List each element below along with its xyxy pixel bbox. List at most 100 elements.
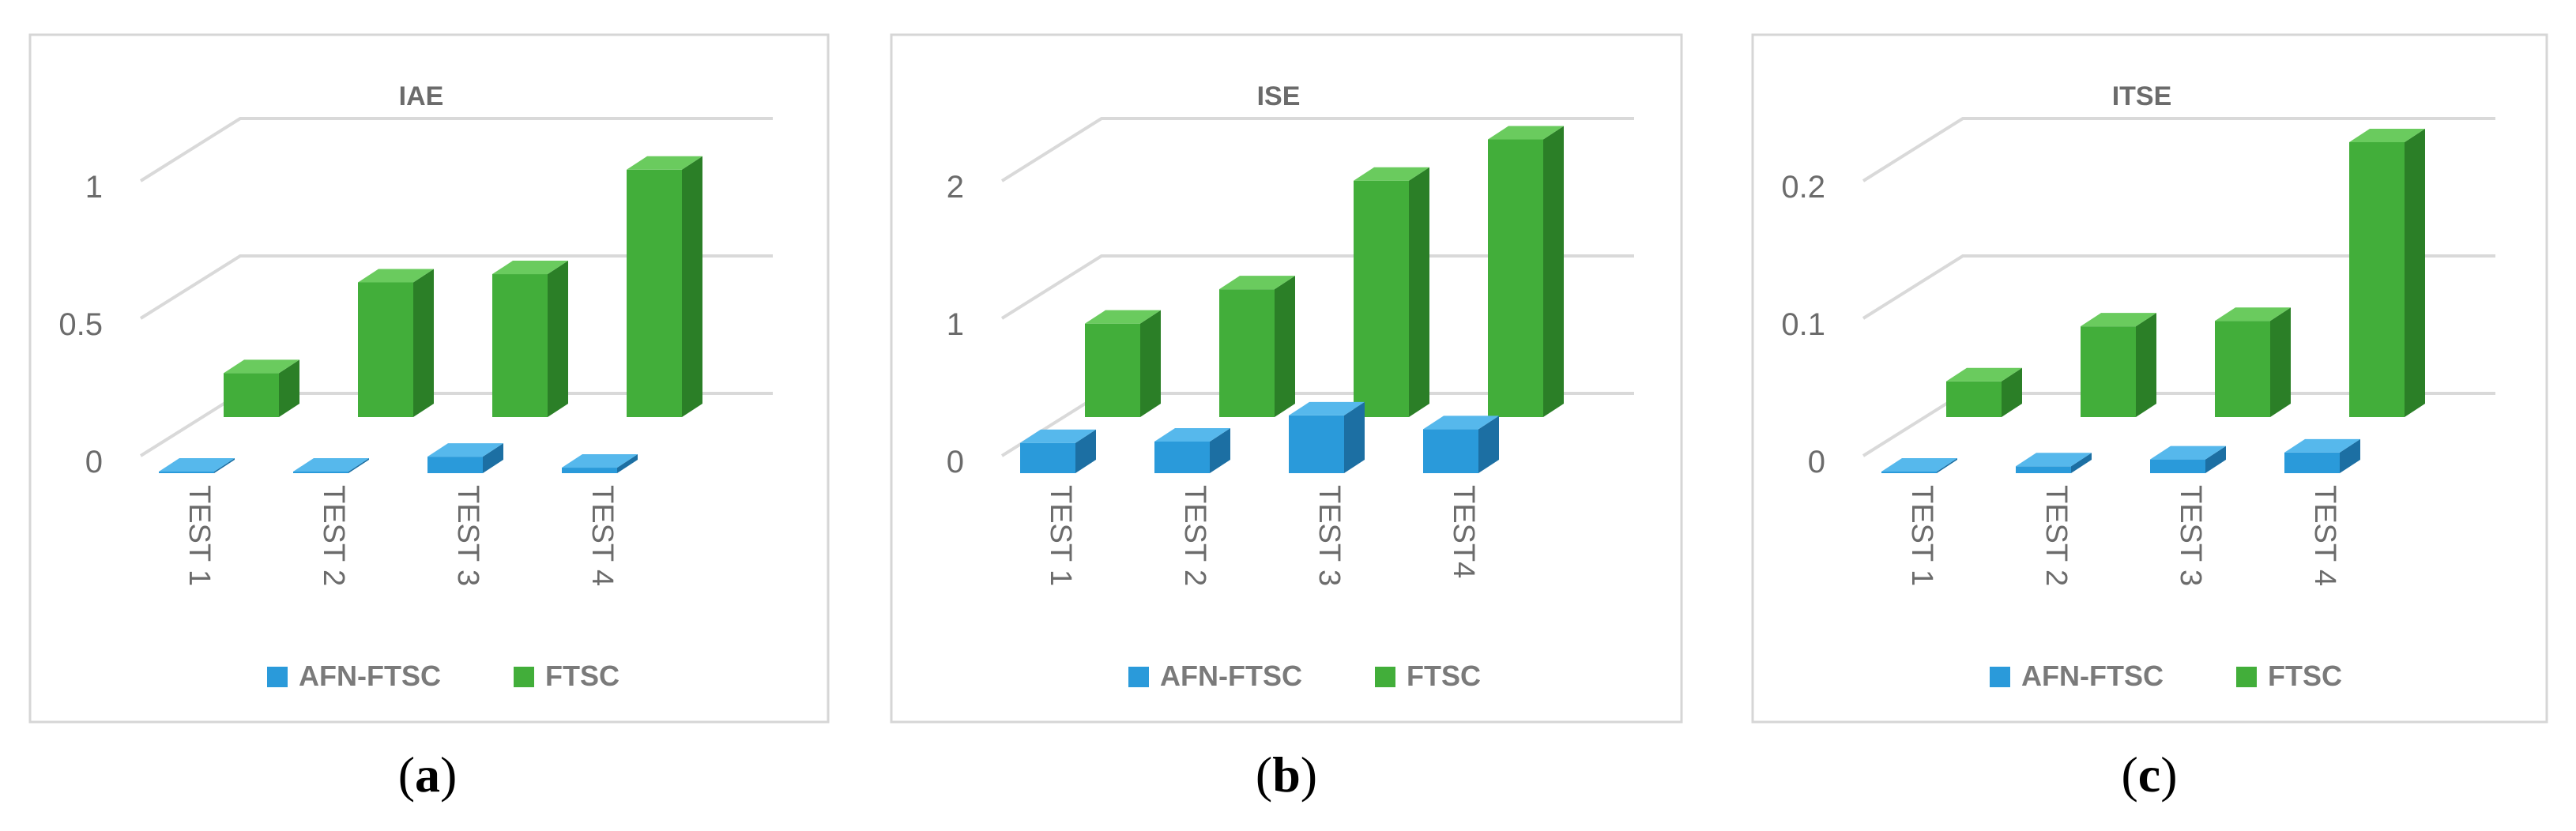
bar-afn-3-top — [2150, 446, 2226, 460]
bar-ftsc-1-top — [1946, 367, 2022, 382]
bar-ftsc-3-front — [2215, 321, 2270, 417]
bar-ftsc-3-side — [548, 261, 568, 417]
bar-afn-4-top — [1423, 416, 1499, 430]
y-tick-label: 0.5 — [58, 307, 103, 342]
bar-ftsc-4-side — [682, 156, 702, 418]
bar-afn-2-side — [348, 458, 369, 473]
bar-afn-3-top — [427, 443, 503, 457]
bar-ftsc-1-front — [1085, 323, 1140, 417]
chart-panel-c: ITSE 0 0.1 0.2 TEST 1 TEST 2 TEST 3 TEST 4 AFN-F… — [1751, 33, 2548, 724]
bar-afn-1-top — [1881, 458, 1957, 472]
bar-ftsc-1-front — [224, 373, 279, 417]
bar-ftsc-4-front — [627, 169, 682, 418]
y-tick-label: 0.2 — [1781, 170, 1825, 205]
y-tick-label: 0.1 — [1781, 307, 1825, 342]
legend-label: AFN-FTSC — [2021, 660, 2164, 692]
bar-afn-1-top — [1020, 429, 1096, 443]
bar-ftsc-2-side — [413, 269, 434, 417]
bar-afn-2-front — [293, 472, 348, 473]
chart-title: ISE — [1257, 81, 1301, 111]
legend-label: FTSC — [1407, 660, 1481, 692]
x-category-label: TEST 2 — [2039, 485, 2073, 586]
gridline — [1000, 117, 1634, 182]
bar-afn-3-front — [427, 457, 483, 473]
bar-afn-3-side — [2205, 446, 2226, 473]
panel-caption: (b) — [1256, 746, 1317, 803]
x-category-label: TEST 1 — [1044, 485, 1077, 586]
bar-afn-3-front — [2150, 459, 2205, 473]
bar-ftsc-3-side — [2270, 307, 2291, 417]
bar-ftsc-1-side — [279, 359, 299, 417]
chart-panel-b: ISE 0 1 2 TEST 1 TEST 2 TEST 3 TEST4 AFN-FTSC FTS… — [890, 33, 1683, 724]
bar-ftsc-2-top — [1219, 276, 1295, 290]
bar-ftsc-2-front — [358, 282, 413, 417]
bar-ftsc-2-side — [2136, 313, 2156, 417]
bar-ftsc-3-top — [1354, 167, 1429, 181]
bar-ftsc-4-top — [2349, 129, 2425, 142]
bar-ftsc-1-top — [1085, 310, 1161, 324]
bar-afn-1-front — [1020, 442, 1075, 473]
x-category-label: TEST 3 — [1312, 485, 1346, 586]
bar-ftsc-4-front — [1488, 139, 1543, 417]
chart-panel-a: IAE 0 0.5 1 TEST 1 TEST 2 TEST 3 TEST 4 AFN-FTSC… — [28, 33, 830, 724]
bar-afn-4-front — [1423, 429, 1478, 473]
bar-afn-4-top — [562, 454, 638, 468]
bar-afn-4-front — [562, 468, 617, 473]
bar-afn-1-side — [1937, 458, 1957, 473]
x-category-label: TEST 4 — [586, 485, 619, 586]
bar-ftsc-1-side — [2002, 367, 2022, 417]
bar-afn-2-side — [2071, 453, 2092, 473]
legend-swatch-2 — [2236, 667, 2257, 687]
legend-label: AFN-FTSC — [1160, 660, 1302, 692]
gridline — [139, 254, 773, 320]
bar-ftsc-2-top — [358, 269, 434, 283]
y-tick-label: 1 — [947, 307, 964, 342]
bar-ftsc-4-side — [2405, 129, 2425, 417]
bar-afn-3-side — [483, 443, 503, 473]
bar-afn-4-side — [1478, 416, 1499, 473]
bar-ftsc-4-top — [1488, 126, 1564, 140]
bar-afn-3-top — [1289, 401, 1365, 416]
bar-afn-4-front — [2284, 452, 2340, 473]
x-category-label: TEST 4 — [2308, 485, 2341, 586]
bar-ftsc-4-front — [2349, 142, 2405, 417]
legend-label: AFN-FTSC — [299, 660, 441, 692]
legend-swatch-2 — [1375, 667, 1395, 687]
bar-afn-2-front — [1154, 441, 1210, 473]
bar-afn-4-top — [2284, 438, 2360, 453]
bar-afn-2-front — [2016, 466, 2071, 473]
bar-ftsc-4-side — [1543, 126, 1564, 417]
x-category-label: TEST 1 — [183, 485, 216, 586]
y-tick-label: 0 — [1808, 445, 1825, 479]
gridline — [1862, 117, 2495, 182]
legend-swatch-1 — [267, 667, 288, 687]
bar-ftsc-1-front — [1946, 381, 2002, 417]
legend-label: FTSC — [2268, 660, 2342, 692]
bar-afn-1-side — [214, 458, 235, 473]
chart-title: IAE — [399, 81, 444, 111]
panel-caption: (c) — [2121, 746, 2177, 803]
bar-ftsc-2-side — [1275, 276, 1295, 417]
bar-ftsc-3-top — [2215, 307, 2291, 321]
x-category-label: TEST 2 — [317, 485, 350, 586]
bar-afn-3-side — [1344, 401, 1365, 473]
bar-ftsc-2-top — [2081, 313, 2156, 327]
bar-ftsc-3-side — [1409, 167, 1429, 417]
x-category-label: TEST 2 — [1178, 485, 1211, 586]
bar-ftsc-1-top — [224, 359, 299, 374]
bar-afn-2-top — [1154, 427, 1230, 442]
bar-afn-1-front — [159, 472, 214, 473]
x-category-label: TEST 3 — [451, 485, 484, 586]
bar-ftsc-1-side — [1140, 310, 1161, 417]
bar-ftsc-3-top — [492, 261, 568, 275]
bar-afn-1-side — [1075, 429, 1096, 473]
legend-swatch-1 — [1990, 667, 2010, 687]
chart-title: ITSE — [2112, 81, 2172, 111]
legend-swatch-1 — [1128, 667, 1149, 687]
bar-afn-1-front — [1881, 472, 1937, 473]
bar-ftsc-4-top — [627, 156, 702, 170]
y-tick-label: 0 — [947, 445, 964, 479]
y-tick-label: 2 — [947, 170, 964, 205]
